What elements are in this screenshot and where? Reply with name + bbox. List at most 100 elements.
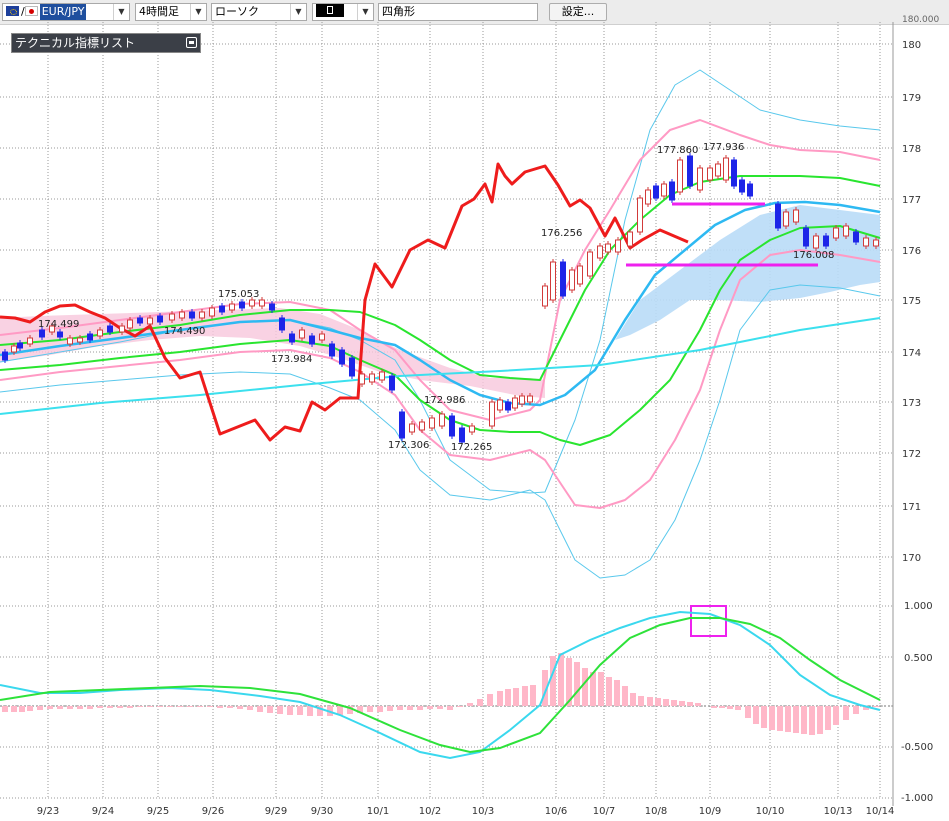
candle-body	[497, 399, 503, 411]
histogram-bar	[117, 706, 123, 708]
candlesticks	[2, 153, 879, 445]
chart-style-select[interactable]: ローソク ▼	[211, 3, 307, 21]
candle-body	[429, 417, 435, 429]
settings-button[interactable]: 設定...	[549, 3, 607, 21]
price-annotation: 177.936	[703, 142, 744, 153]
histogram-bar	[11, 706, 17, 712]
oscillator-axis-label: -1.000	[901, 793, 933, 804]
indicator-list-title: テクニカル指標リスト	[15, 36, 136, 50]
candle-body	[57, 331, 63, 338]
drawing-tool-select[interactable]: ▼	[312, 3, 374, 21]
price-axis-label: 171	[902, 502, 921, 513]
candle-body	[77, 337, 83, 343]
histogram-bar	[566, 658, 572, 706]
candle-body	[289, 333, 295, 343]
candle-body	[67, 337, 73, 345]
candle-body	[669, 181, 675, 201]
candle-body	[169, 313, 175, 321]
histogram-bar	[347, 706, 353, 714]
histogram-bar	[77, 706, 83, 709]
candle-body	[209, 307, 215, 317]
candle-body	[569, 269, 575, 291]
candle-body	[739, 179, 745, 193]
oscillator-axis-label: 1.000	[904, 601, 933, 612]
candle-body	[389, 375, 395, 391]
histogram-bar	[630, 693, 636, 706]
candle-body	[119, 325, 125, 333]
timeframe-select[interactable]: 4時間足 ▼	[135, 3, 207, 21]
candle-body	[449, 415, 455, 437]
histogram-bar	[377, 706, 383, 712]
histogram-bar	[487, 694, 493, 706]
shape-value: 四角形	[382, 5, 415, 18]
oscillator-axis-label: 0.500	[904, 653, 933, 664]
candle-body	[605, 243, 611, 253]
histogram-bar	[614, 680, 620, 706]
candle-body	[419, 421, 425, 431]
candle-body	[259, 299, 265, 307]
histogram-bar	[57, 706, 63, 709]
histogram-bar	[843, 706, 849, 720]
candle-body	[505, 401, 511, 411]
price-axis-label: 174	[902, 348, 921, 359]
signal-line	[0, 617, 881, 754]
candle-body	[707, 167, 713, 181]
histogram-bar	[387, 706, 393, 711]
symbol-value: EUR/JPY	[39, 4, 87, 20]
indicator-list-panel[interactable]: テクニカル指標リスト	[11, 33, 201, 53]
histogram-bar	[647, 697, 653, 706]
histogram-bar	[558, 653, 564, 706]
candle-body	[512, 397, 518, 409]
symbol-select[interactable]: / EUR/JPY ▼	[2, 3, 130, 21]
chevron-down-icon[interactable]: ▼	[357, 4, 373, 20]
chevron-down-icon[interactable]: ▼	[113, 4, 129, 20]
date-axis-label: 10/2	[419, 806, 441, 817]
date-axis-label: 10/9	[699, 806, 721, 817]
histogram-bar	[187, 706, 193, 707]
histogram-bar	[542, 670, 548, 706]
candle-body	[39, 329, 45, 338]
timeframe-value: 4時間足	[139, 5, 179, 18]
long-moving-average	[0, 317, 881, 415]
price-annotation: 176.256	[541, 228, 582, 239]
price-annotation: 174.490	[164, 326, 205, 337]
candle-body	[747, 183, 753, 197]
date-axis-label: 9/26	[202, 806, 224, 817]
chart-style-value: ローソク	[215, 5, 259, 18]
candle-body	[269, 303, 275, 311]
pink-band-lower	[0, 249, 881, 509]
candle-body	[97, 329, 103, 337]
histogram-bar	[477, 699, 483, 706]
candle-body	[469, 425, 475, 433]
histogram-bar	[687, 702, 693, 706]
histogram-bar	[97, 706, 103, 708]
candle-body	[527, 395, 533, 403]
restore-icon[interactable]	[186, 37, 197, 48]
histogram-bar	[833, 706, 839, 725]
histogram-bar	[582, 668, 588, 706]
histogram-bar	[793, 706, 799, 733]
histogram-bar	[197, 706, 203, 707]
candle-body	[229, 303, 235, 311]
price-annotation: 175.053	[218, 289, 259, 300]
chevron-down-icon[interactable]: ▼	[190, 4, 206, 20]
histogram-bar	[47, 706, 53, 709]
candle-body	[550, 261, 556, 301]
histogram-bar	[550, 656, 556, 706]
histogram-bar	[287, 706, 293, 715]
candle-body	[369, 373, 375, 383]
chevron-down-icon[interactable]: ▼	[290, 4, 306, 20]
price-annotation: 173.984	[271, 354, 312, 365]
histogram-bar	[167, 706, 173, 707]
histogram-bar	[663, 699, 669, 706]
candle-body	[715, 163, 721, 177]
candle-body	[597, 245, 603, 259]
histogram-bar	[307, 706, 313, 716]
candle-body	[379, 371, 385, 381]
histogram-bar	[267, 706, 273, 713]
candle-body	[560, 261, 566, 297]
price-annotations: 174.499 174.490 175.053 173.984 172.986 172.3…	[38, 142, 834, 453]
shape-field[interactable]: 四角形	[378, 3, 538, 21]
histogram-bar	[457, 706, 463, 707]
